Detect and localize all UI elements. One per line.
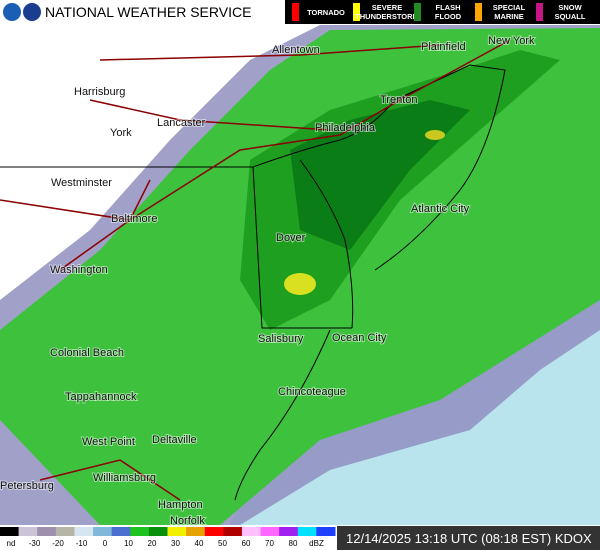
- scale-swatch: [93, 527, 113, 536]
- scale-label: nd: [7, 539, 16, 548]
- warning-swatch: [536, 3, 543, 21]
- scale-label: -10: [76, 539, 88, 548]
- scale-swatch: [18, 527, 38, 536]
- warning-swatch: [414, 3, 421, 21]
- scale-label: 30: [171, 539, 180, 548]
- scale-swatch: [37, 527, 57, 536]
- city-label: Atlantic City: [411, 203, 470, 215]
- city-label: New York: [488, 35, 535, 47]
- city-label: Petersburg: [0, 480, 54, 492]
- radar-green-dark: [240, 50, 560, 330]
- city-label: Harrisburg: [74, 86, 125, 98]
- scale-label: 80: [289, 539, 298, 548]
- scale-label: 50: [218, 539, 227, 548]
- city-label: Hampton: [158, 499, 203, 511]
- warning-label: SEVERE: [372, 3, 402, 12]
- scale-label: 10: [124, 539, 133, 548]
- header-title: NATIONAL WEATHER SERVICE: [45, 4, 251, 20]
- timestamp-box: [337, 526, 600, 550]
- scale-swatch: [260, 527, 280, 536]
- scale-unit: dBZ: [309, 539, 324, 548]
- city-label: Trenton: [380, 94, 418, 106]
- scale-swatch: [186, 527, 206, 536]
- radar-yellow: [425, 130, 445, 140]
- nws-logo: [23, 3, 41, 21]
- city-label: York: [110, 127, 132, 139]
- scale-label: 20: [148, 539, 157, 548]
- scale-swatch: [297, 527, 317, 536]
- city-label: Chincoteague: [278, 386, 346, 398]
- scale-swatch: [241, 527, 262, 536]
- scale-label: 0: [103, 539, 108, 548]
- warning-label: MARINE: [494, 12, 524, 21]
- warning-swatch: [292, 3, 299, 21]
- scale-swatch: [74, 527, 94, 536]
- city-label: Lancaster: [157, 117, 206, 129]
- city-label: Deltaville: [152, 434, 197, 446]
- warning-swatch: [353, 3, 360, 21]
- city-label: Baltimore: [111, 213, 157, 225]
- radar-band: [290, 100, 470, 250]
- warning-label: SNOW: [558, 3, 582, 12]
- city-label: Plainfield: [421, 41, 466, 53]
- roads: [0, 39, 511, 501]
- city-label: Salisbury: [258, 333, 304, 345]
- city-label: Williamsburg: [93, 472, 156, 484]
- warning-label: TORNADO: [307, 8, 345, 17]
- scale-swatch: [148, 527, 168, 536]
- scale-label: -20: [52, 539, 64, 548]
- scale-swatch: [55, 527, 75, 536]
- warning-label: SQUALL: [555, 12, 586, 21]
- city-label: West Point: [82, 436, 135, 448]
- city-label: Tappahannock: [65, 391, 137, 403]
- warning-label: FLASH: [436, 3, 461, 12]
- scale-swatch: [279, 527, 299, 536]
- warning-label: FLOOD: [435, 12, 462, 21]
- scale-label: 40: [195, 539, 204, 548]
- scale-label: -30: [29, 539, 41, 548]
- scale-swatch: [223, 527, 243, 536]
- city-label: Norfolk: [170, 515, 205, 527]
- warning-label: SPECIAL: [493, 3, 526, 12]
- warning-label: THUNDERSTORM: [355, 12, 419, 21]
- city-label: Ocean City: [332, 332, 387, 344]
- city-label: Washington: [50, 264, 108, 276]
- city-label: Philadelphia: [315, 122, 376, 134]
- scale-swatch: [167, 527, 187, 536]
- warnings-box: [285, 0, 600, 24]
- noaa-logo: [3, 3, 21, 21]
- city-label: Allentown: [272, 44, 320, 56]
- city-label: Colonial Beach: [50, 347, 124, 359]
- warning-swatch: [475, 3, 482, 21]
- timestamp: 12/14/2025 13:18 UTC (08:18 EST) KDOX: [346, 531, 592, 546]
- scale-swatch: [111, 527, 131, 536]
- radar-yellow: [284, 273, 316, 295]
- city-label: Dover: [276, 232, 306, 244]
- city-label: Westminster: [51, 177, 112, 189]
- scale-swatch: [204, 527, 224, 536]
- scale-swatch: [316, 527, 336, 536]
- scale-label: 60: [242, 539, 251, 548]
- scale-swatch: [0, 527, 20, 536]
- borders: [0, 64, 506, 501]
- scale-label: 70: [265, 539, 274, 548]
- scale-swatch: [130, 527, 150, 536]
